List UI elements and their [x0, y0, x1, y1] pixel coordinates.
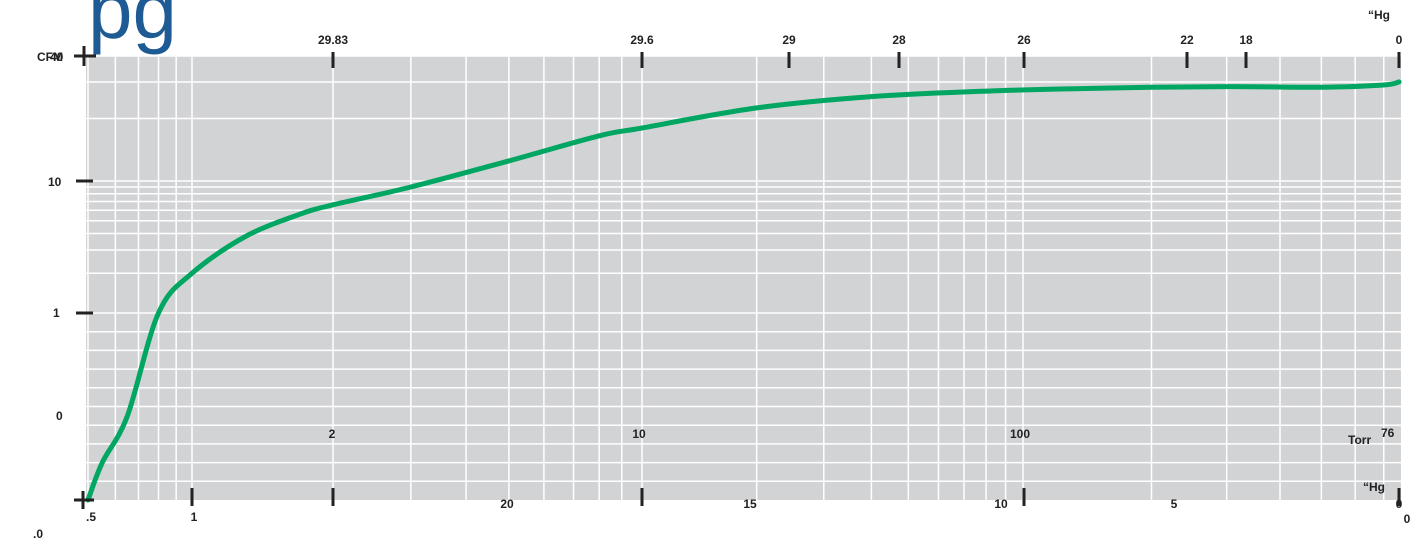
top-tick-label-28: 28 [892, 33, 906, 47]
top-tick-label-18: 18 [1239, 33, 1253, 47]
bottom-axis-unit-label: “Hg [1363, 480, 1385, 494]
bottom-tick-label-0-a: 0 [1396, 497, 1403, 511]
top-tick-label-0: 0 [1396, 33, 1403, 47]
left-tick-label-0: 0 [56, 409, 63, 423]
left-tick-label-40: 40 [50, 50, 64, 64]
torr-tick-label-100: 100 [1010, 427, 1030, 441]
pump-curve-line [85, 79, 1402, 503]
torr-tick-label-10: 10 [632, 427, 646, 441]
top-tick-label-29.6: 29.6 [630, 33, 654, 47]
left-tick-label-1: 1 [53, 306, 60, 320]
axis-markers [74, 46, 1401, 509]
top-tick-label-26: 26 [1017, 33, 1031, 47]
bottom-tick-label-20: 20 [500, 497, 514, 511]
vertical-gridlines [87, 56, 1385, 500]
top-tick-label-22: 22 [1180, 33, 1194, 47]
bottom-tick-label-15: 15 [743, 497, 757, 511]
bottom-tick-label-1: 1 [191, 510, 198, 524]
bottom-tick-label-5: 5 [1171, 497, 1178, 511]
torr-tick-label-76: 76 [1381, 426, 1395, 440]
plot-background [86, 56, 1401, 500]
top-tick-label-29.83: 29.83 [318, 33, 348, 47]
horizontal-gridlines [86, 55, 1401, 483]
bottom-tick-label-10: 10 [994, 497, 1008, 511]
left-axis-unit-label: CFM [37, 50, 63, 64]
top-axis-unit-label: “Hg [1368, 8, 1390, 22]
left-tick-label-10: 10 [48, 175, 62, 189]
left-tick-label-origin: .0 [33, 527, 43, 541]
bottom-tick-label-.5: .5 [86, 510, 96, 524]
torr-axis-unit-label: Torr [1348, 433, 1371, 447]
torr-tick-label-2: 2 [329, 427, 336, 441]
heading-fragment: pg [88, 0, 177, 55]
bottom-tick-label-0-b: 0 [1404, 512, 1411, 526]
top-tick-label-29: 29 [782, 33, 796, 47]
